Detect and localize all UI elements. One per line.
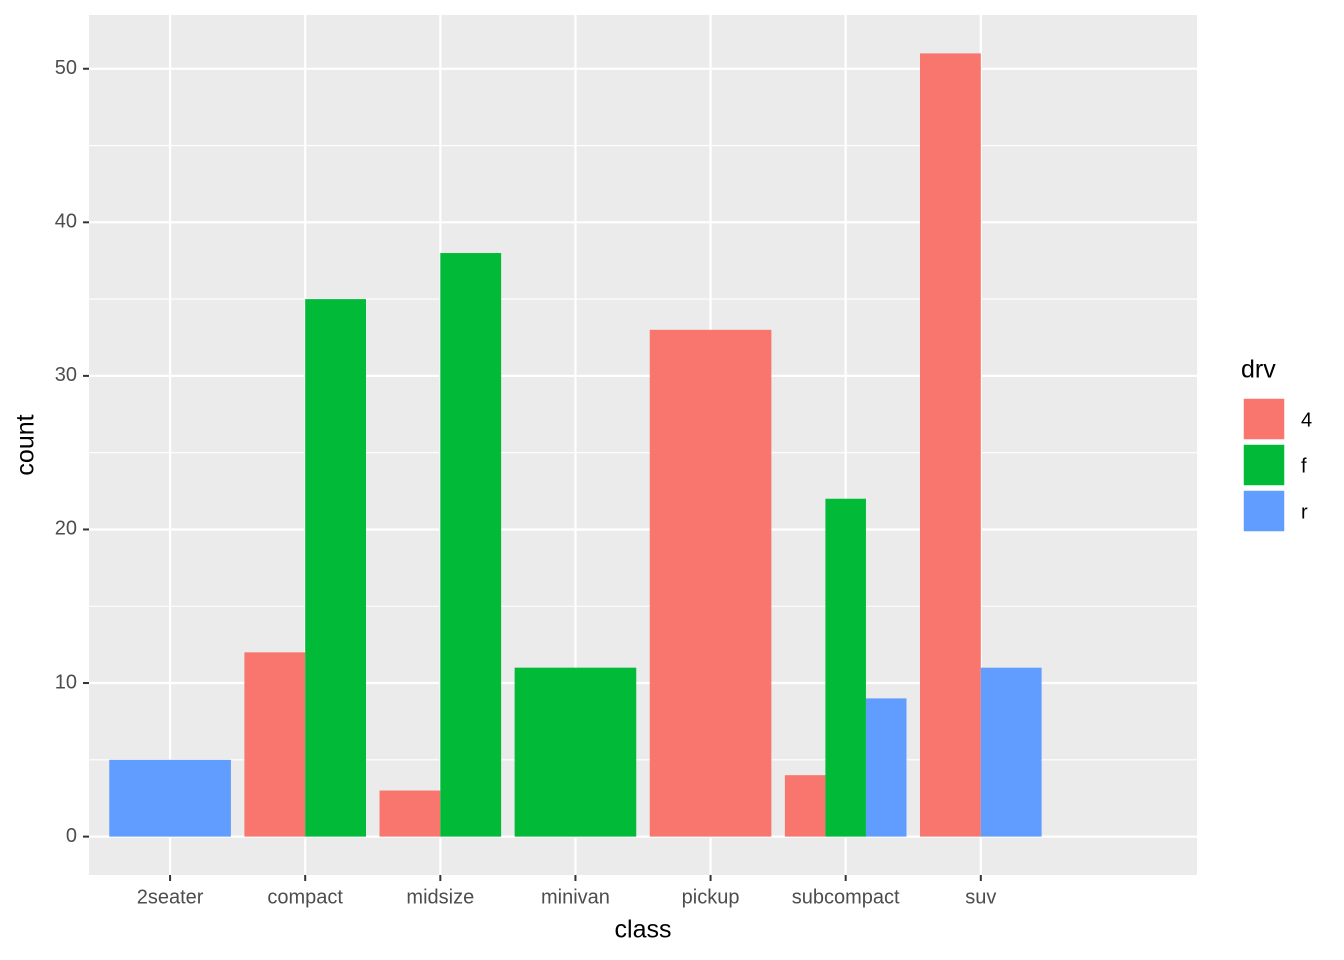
bar [649,329,772,837]
x-tick-label: minivan [541,886,610,908]
legend-key [1242,397,1286,441]
x-tick-label: compact [267,886,343,908]
bar [920,53,981,837]
legend-title: drv [1241,356,1276,384]
legend-label: f [1301,455,1307,477]
bar [440,253,502,837]
x-tick-label: subcompact [792,886,900,908]
legend-label: 4 [1301,409,1312,431]
y-tick-label: 0 [66,825,77,847]
legend-key [1242,489,1286,533]
x-tick-label: 2seater [137,886,204,908]
bar [109,759,231,837]
x-tick-label: pickup [682,886,740,908]
y-tick-label: 40 [55,211,77,233]
bar [244,652,306,837]
bar [784,775,826,837]
y-tick-label: 30 [55,364,77,386]
x-tick-label: midsize [406,886,474,908]
y-axis-title: count [12,414,40,475]
bar [305,299,366,837]
y-tick-label: 10 [55,671,77,693]
bar [865,698,907,837]
bar [514,667,637,837]
y-tick-label: 50 [55,57,77,79]
x-axis-title: class [615,916,672,944]
bar [379,790,441,837]
bar [980,667,1042,837]
y-tick-label: 20 [55,518,77,540]
legend-key [1242,443,1286,487]
legend-label: r [1301,501,1308,523]
x-tick-label: suv [965,886,996,908]
bar [825,498,866,837]
